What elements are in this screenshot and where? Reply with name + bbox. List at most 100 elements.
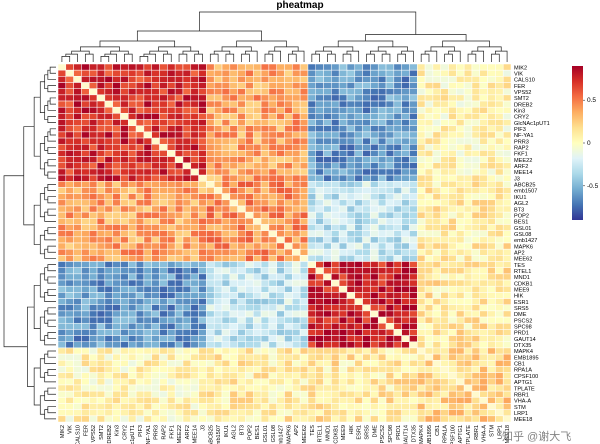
heatmap-cell — [448, 353, 457, 361]
heatmap-cell — [385, 409, 395, 417]
heatmap-cell — [135, 366, 145, 373]
heatmap-cell — [151, 353, 160, 361]
heatmap-cell — [206, 298, 215, 305]
heatmap-cell — [299, 168, 309, 176]
heatmap-cell — [268, 106, 277, 114]
heatmap-cell — [463, 224, 473, 231]
heatmap-cell — [495, 316, 504, 324]
heatmap-cell — [284, 279, 293, 287]
heatmap-cell — [362, 285, 371, 293]
heatmap-cell — [456, 187, 465, 194]
dendrogram-branch — [49, 66, 56, 74]
heatmap-cell — [104, 304, 113, 312]
heatmap-cell — [362, 199, 371, 207]
heatmap-cell — [229, 347, 238, 355]
heatmap-cell — [128, 298, 137, 305]
heatmap-cell — [424, 119, 434, 126]
heatmap-cell — [495, 322, 504, 330]
heatmap-cell — [487, 341, 496, 349]
heatmap-cell — [284, 100, 293, 108]
heatmap-cell — [182, 211, 192, 219]
heatmap-cell — [65, 267, 74, 275]
heatmap-cell — [471, 113, 481, 120]
heatmap-cell — [221, 397, 231, 404]
heatmap-cell — [424, 174, 434, 182]
heatmap-cell — [229, 181, 238, 188]
heatmap-cell — [182, 205, 192, 213]
heatmap-cell — [81, 353, 90, 361]
column-label: HIK — [349, 425, 355, 435]
heatmap-cell — [206, 353, 215, 361]
heatmap-cell — [143, 88, 152, 96]
heatmap-cell — [331, 384, 340, 392]
heatmap-cell — [276, 360, 285, 367]
heatmap-cell — [159, 310, 168, 318]
heatmap-cell — [385, 150, 395, 157]
heatmap-cell — [96, 199, 106, 207]
heatmap-cell — [120, 378, 129, 386]
heatmap-cell — [159, 199, 168, 207]
heatmap-cell — [487, 106, 496, 114]
dendrogram-branch — [124, 53, 133, 62]
heatmap-cell — [393, 390, 402, 398]
heatmap-cell — [385, 298, 395, 305]
heatmap-cell — [167, 415, 176, 423]
heatmap-cell — [346, 341, 356, 349]
heatmap-cell — [96, 113, 106, 120]
heatmap-cell — [323, 76, 332, 83]
heatmap-cell — [198, 360, 207, 367]
heatmap-cell — [198, 181, 207, 188]
heatmap-cell — [292, 316, 301, 324]
heatmap-cell — [284, 384, 293, 392]
heatmap-cell — [456, 310, 465, 318]
heatmap-cell — [167, 69, 176, 77]
heatmap-cell — [143, 261, 152, 268]
heatmap-cell — [159, 94, 168, 102]
row-label: MAPK4 — [514, 349, 533, 355]
heatmap-cell — [81, 113, 90, 120]
heatmap-cell — [424, 193, 434, 201]
heatmap-cell — [292, 353, 301, 361]
heatmap-cell — [229, 409, 238, 417]
heatmap-cell — [159, 211, 168, 219]
heatmap-cell — [424, 390, 434, 398]
heatmap-cell — [88, 341, 98, 349]
heatmap-cell — [487, 298, 496, 305]
heatmap-cell — [276, 143, 285, 151]
heatmap-cell — [237, 261, 246, 268]
heatmap-cell — [229, 292, 238, 299]
heatmap-cell — [338, 335, 348, 343]
heatmap-cell — [253, 397, 262, 404]
heatmap-cell — [128, 224, 137, 231]
heatmap-cell — [432, 76, 441, 83]
heatmap-cell — [65, 341, 74, 349]
heatmap-cell — [229, 316, 238, 324]
dendrogram-branch — [163, 53, 172, 62]
heatmap-cell — [182, 113, 192, 120]
row-label: CPSF100 — [514, 374, 538, 380]
heatmap-cell — [206, 322, 215, 330]
heatmap-cell — [409, 94, 418, 102]
heatmap-cell — [370, 304, 379, 312]
heatmap-cell — [276, 304, 285, 312]
heatmap-cell — [354, 335, 363, 343]
heatmap-cell — [81, 76, 90, 83]
heatmap-cell — [354, 187, 363, 194]
heatmap-cell — [401, 329, 410, 336]
heatmap-cell — [190, 211, 199, 219]
heatmap-cell — [268, 341, 277, 349]
heatmap-cell — [260, 156, 270, 164]
heatmap-cell — [299, 360, 309, 367]
heatmap-cell — [463, 187, 473, 194]
heatmap-cell — [424, 242, 434, 250]
heatmap-cell — [377, 384, 387, 392]
heatmap-cell — [377, 82, 387, 89]
column-label: CB1 — [435, 425, 441, 436]
heatmap-cell — [502, 403, 512, 410]
heatmap-cell — [245, 341, 254, 349]
heatmap-cell — [448, 94, 457, 102]
heatmap-cell — [479, 261, 488, 268]
heatmap-cell — [221, 100, 231, 108]
heatmap-cell — [190, 261, 199, 268]
heatmap-cell — [338, 341, 348, 349]
